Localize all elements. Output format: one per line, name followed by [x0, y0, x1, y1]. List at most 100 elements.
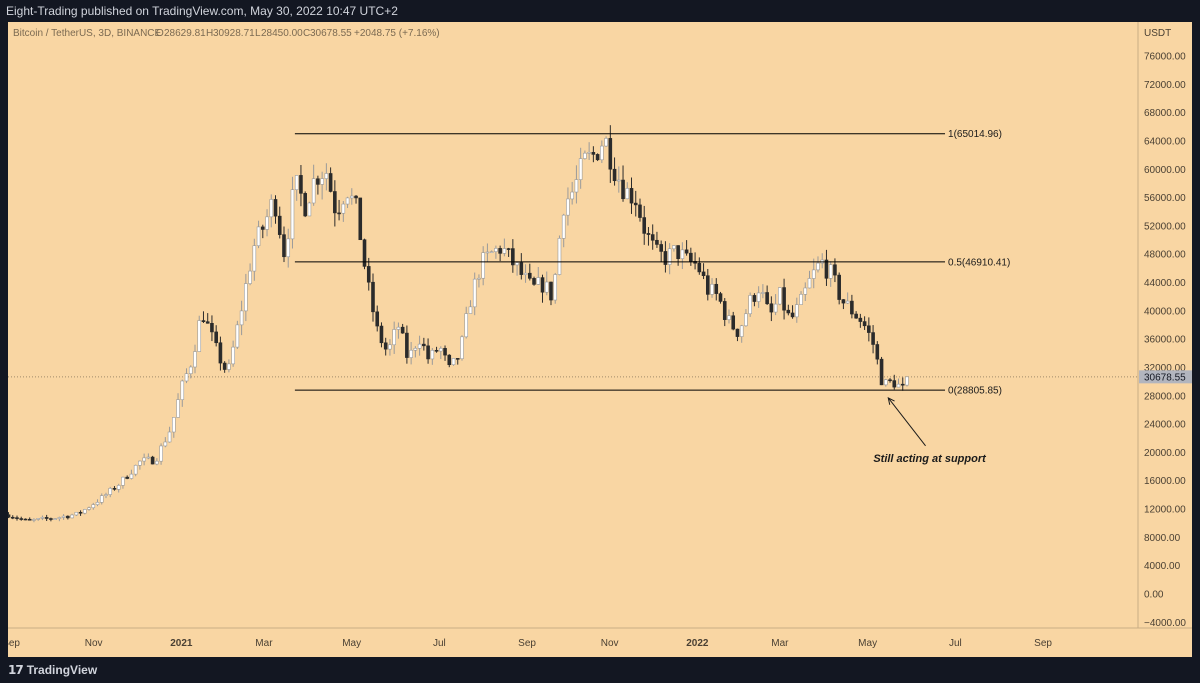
time-tick-label: Sep: [518, 638, 536, 649]
annotation-arrowhead: [887, 397, 895, 405]
candle-body: [455, 358, 460, 360]
time-tick-label: Jul: [433, 638, 446, 649]
candle-body: [761, 292, 765, 294]
candle-body: [184, 373, 189, 382]
candle-body: [150, 456, 155, 465]
candle-body: [362, 239, 367, 267]
candle-body: [765, 292, 769, 305]
price-tick-label: 40000.00: [1144, 306, 1186, 317]
candle-body: [188, 366, 193, 374]
time-tick-label: Nov: [85, 638, 103, 649]
candle-body: [782, 287, 786, 311]
candle-body: [214, 331, 218, 344]
price-tick-label: 44000.00: [1144, 278, 1186, 289]
candle-body: [231, 346, 235, 365]
candle-body: [515, 262, 519, 266]
candle-body: [142, 457, 146, 462]
candle-body: [218, 342, 223, 364]
candle-body: [650, 234, 655, 241]
price-tick-label: 68000.00: [1144, 108, 1186, 119]
candle-body: [193, 351, 197, 368]
candle-body: [799, 294, 803, 305]
candle-body: [578, 158, 583, 180]
close-value: 30678.55: [310, 28, 352, 39]
candle-body: [409, 349, 413, 358]
candle-body: [417, 343, 422, 349]
candle-body: [858, 317, 863, 322]
candle-body: [10, 516, 15, 519]
candle-body: [396, 326, 401, 330]
candle-body: [557, 238, 562, 275]
price-tick-label: 36000.00: [1144, 335, 1186, 346]
candle-body: [341, 203, 346, 214]
candle-body: [591, 152, 596, 155]
candle-body: [197, 320, 202, 352]
candle-body: [663, 251, 668, 265]
candle-body: [57, 517, 62, 519]
candle-body: [277, 215, 282, 235]
candle-body: [735, 328, 740, 337]
candle-body: [790, 312, 795, 318]
candle-body: [553, 274, 558, 301]
tradingview-brand: TradingView: [26, 663, 98, 677]
close-label: C: [303, 28, 310, 39]
candle-body: [659, 244, 663, 252]
candle-body: [705, 275, 710, 295]
candle-body: [316, 178, 320, 185]
candle-body: [511, 248, 515, 266]
candle-body: [8, 514, 11, 518]
fib-retracement[interactable]: 1(65014.96) 0.5(46910.41) 0(28805.85): [294, 129, 1010, 397]
candle-body: [49, 518, 53, 520]
candle-body: [438, 348, 443, 352]
candle-body: [413, 347, 418, 351]
candle-body: [222, 362, 227, 370]
candle-body: [354, 195, 358, 199]
candle-body: [621, 179, 625, 200]
candle-body: [684, 249, 689, 254]
candle-body: [299, 175, 303, 194]
fib-level-label: 0(28805.85): [948, 386, 1002, 397]
candle-body: [66, 515, 70, 519]
candle-body: [464, 313, 469, 338]
publisher-text: Eight-Trading published on TradingView.c…: [6, 4, 398, 18]
candle-body: [905, 376, 909, 386]
high-label: H: [206, 28, 213, 39]
annotation-group[interactable]: Still acting at support: [873, 397, 987, 465]
price-tick-label: 12000.00: [1144, 505, 1186, 516]
candle-body: [40, 517, 45, 519]
candle-body: [773, 303, 778, 313]
candle-body: [655, 239, 659, 245]
price-tick-label: 52000.00: [1144, 221, 1186, 232]
candle-body: [430, 349, 435, 360]
candle-body: [269, 199, 274, 218]
candle-body: [697, 262, 702, 273]
publisher-banner: Eight-Trading published on TradingView.c…: [0, 0, 1200, 22]
candle-body: [672, 245, 676, 250]
price-tick-label: 4000.00: [1144, 561, 1181, 572]
candlestick-chart[interactable]: Bitcoin / TetherUS, 3D, BINANCE O 28629.…: [8, 22, 1192, 657]
candle-body: [744, 313, 748, 327]
candle-body: [205, 321, 210, 324]
candle-body: [349, 195, 354, 199]
current-price-badge: 30678.55: [1139, 370, 1192, 384]
time-tick-label: Nov: [601, 638, 619, 649]
candle-body: [689, 252, 693, 262]
candle-body: [638, 204, 642, 218]
tradingview-logo[interactable]: 17 TradingView: [8, 657, 97, 683]
candle-body: [752, 295, 757, 302]
price-tick-label: 16000.00: [1144, 476, 1186, 487]
candle-body: [265, 216, 269, 230]
candle-body: [15, 517, 19, 519]
candle-body: [625, 188, 630, 200]
candle-body: [489, 251, 494, 253]
time-tick-label: May: [858, 638, 877, 649]
candle-body: [561, 214, 566, 239]
candle-body: [778, 287, 782, 305]
candle-body: [333, 191, 337, 214]
fib-level-label: 1(65014.96): [948, 129, 1002, 140]
candles-group: [8, 125, 909, 523]
candle-body: [540, 277, 545, 293]
candle-body: [485, 251, 490, 254]
candle-body: [146, 456, 151, 459]
candle-body: [375, 311, 380, 327]
